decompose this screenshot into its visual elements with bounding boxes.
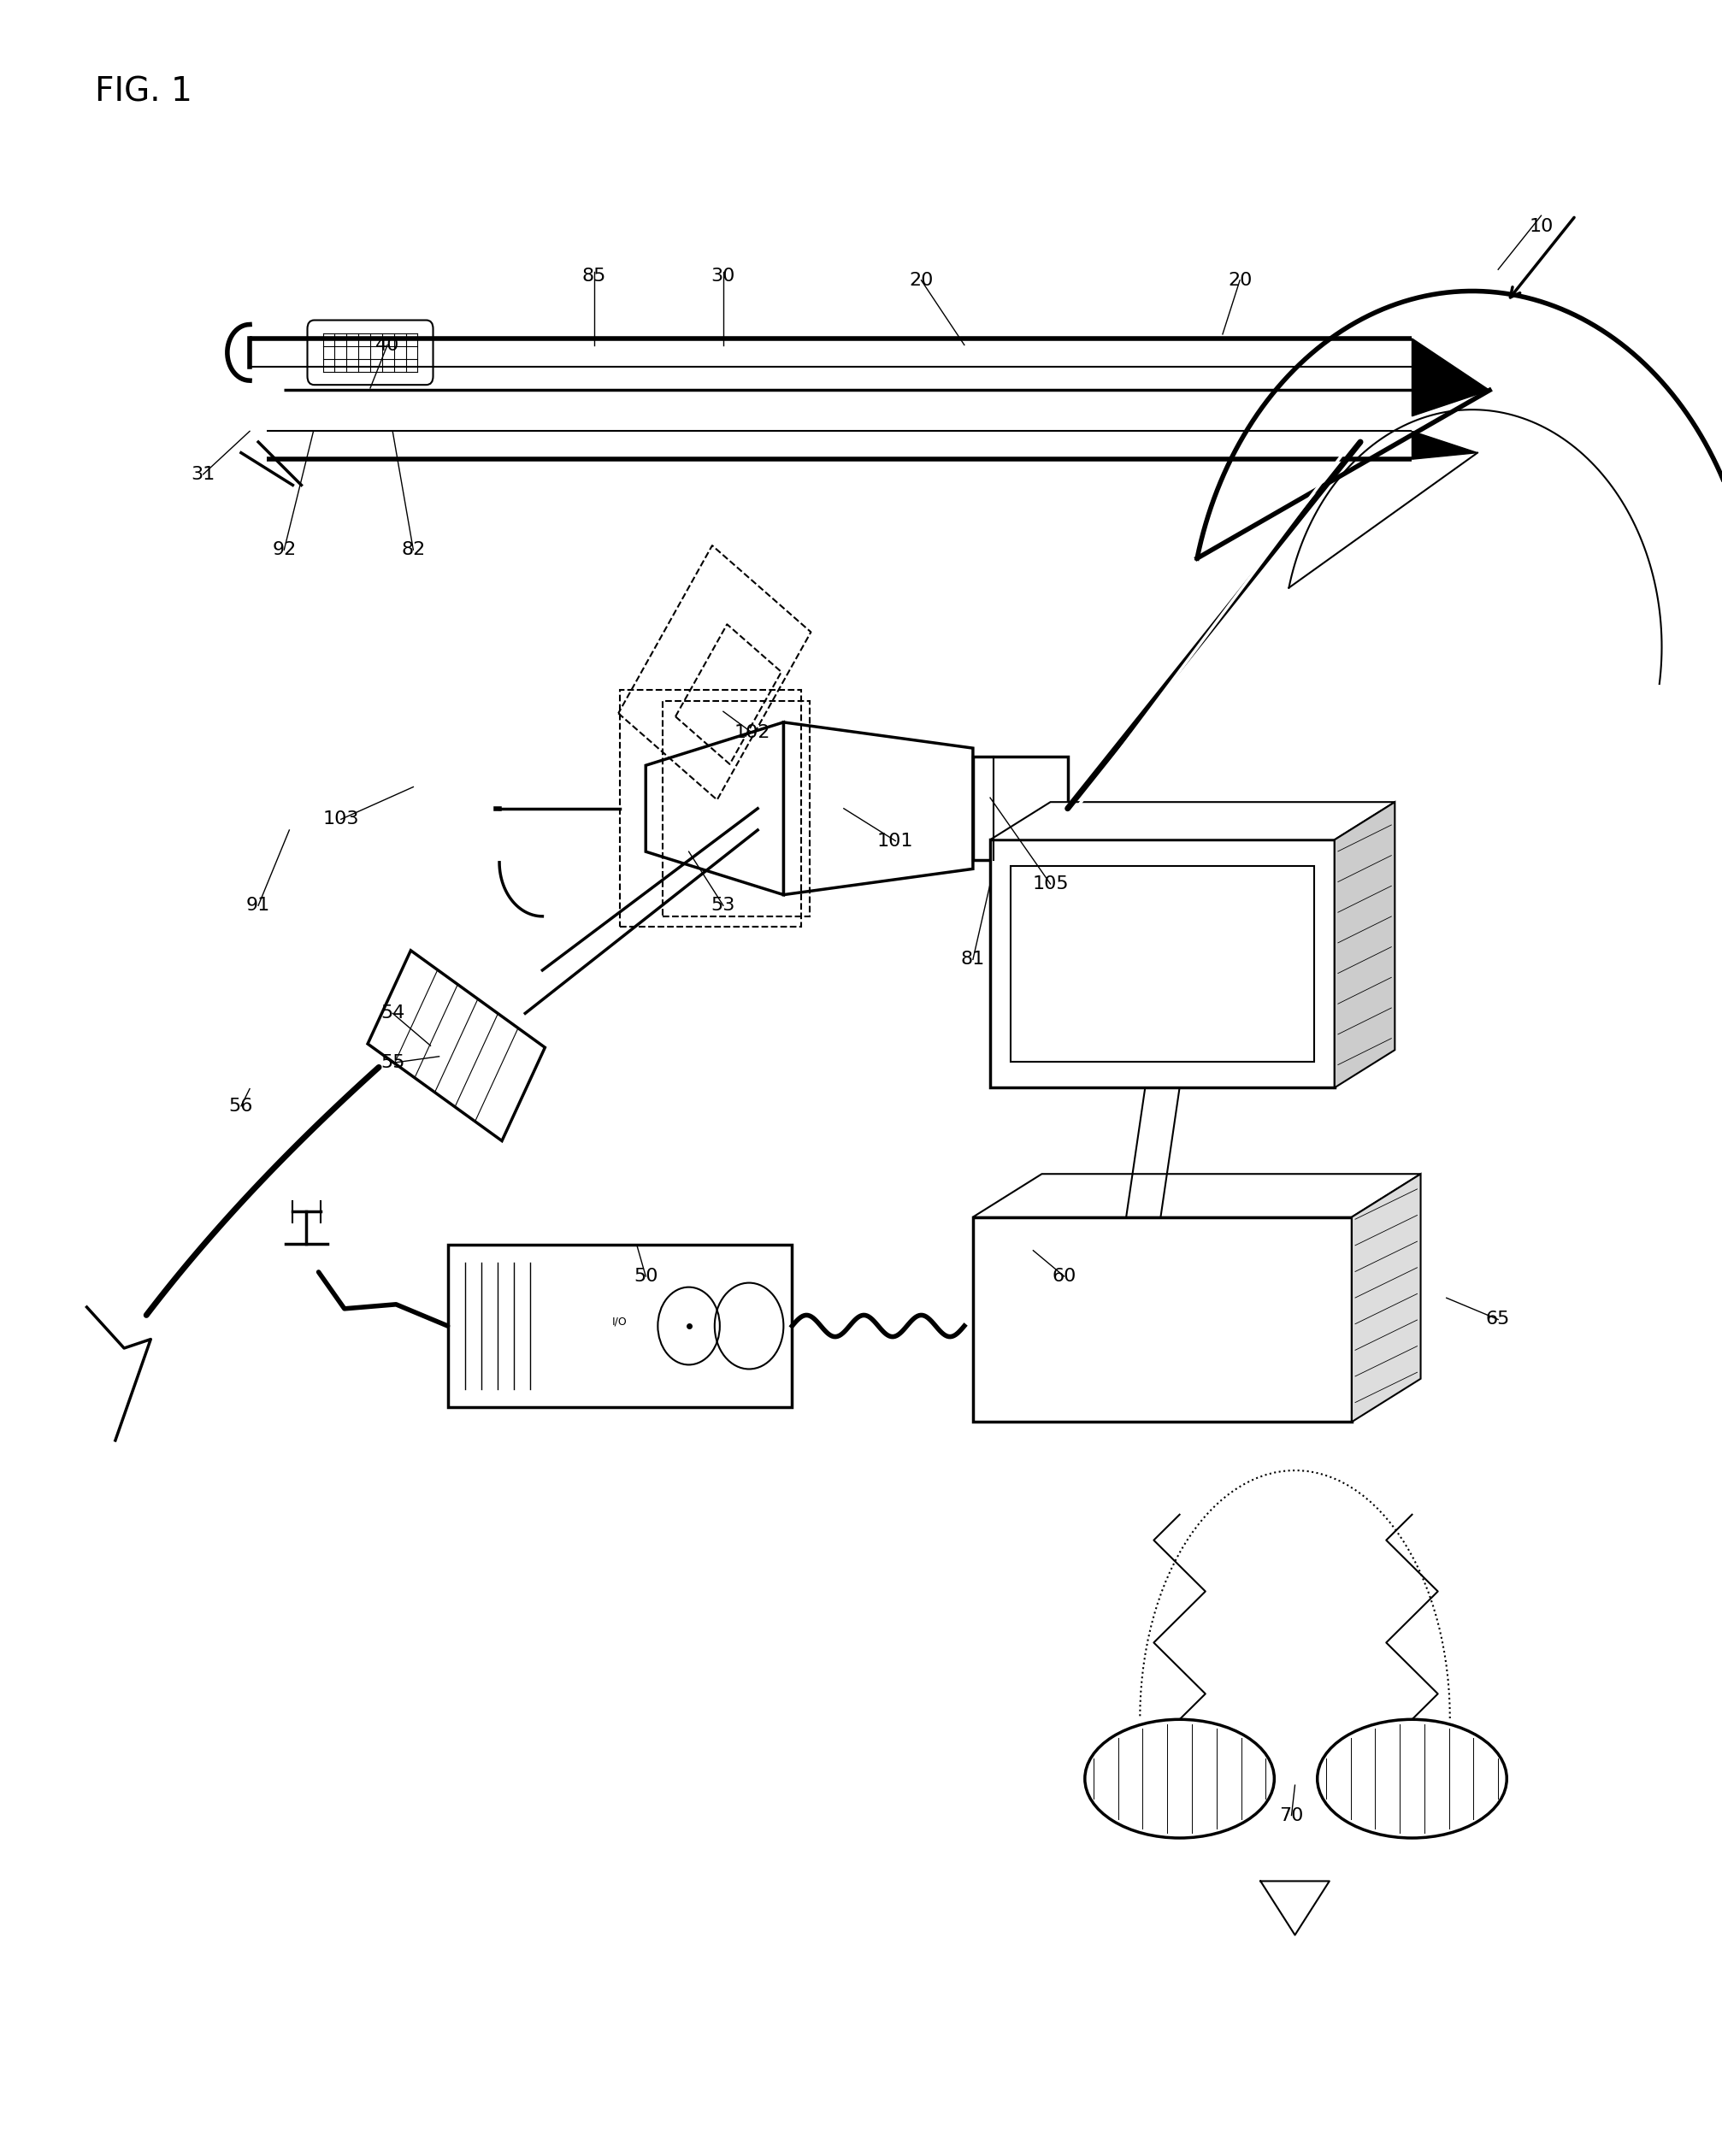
Text: 92: 92 [272,541,296,558]
Text: 103: 103 [322,811,360,828]
Text: 56: 56 [229,1097,253,1115]
Polygon shape [990,802,1395,839]
Polygon shape [1412,338,1490,416]
Ellipse shape [1317,1720,1507,1837]
Text: 30: 30 [711,267,735,285]
Text: 54: 54 [381,1005,405,1022]
Bar [620,690,801,927]
Text: 105: 105 [1031,875,1069,893]
FancyBboxPatch shape [307,321,434,386]
Text: 85: 85 [582,267,606,285]
Text: 60: 60 [1052,1268,1076,1285]
Polygon shape [973,1173,1421,1216]
Text: 102: 102 [734,724,771,742]
Polygon shape [1352,1173,1421,1423]
Text: 81: 81 [961,951,985,968]
Text: 53: 53 [711,897,735,914]
Text: 55: 55 [381,1054,405,1072]
Bar [990,839,1335,1087]
Text: 20: 20 [1228,272,1252,289]
Bar [663,701,809,916]
Polygon shape [784,722,973,895]
Text: 31: 31 [191,466,215,483]
Text: I/O: I/O [613,1315,627,1328]
Text: 40: 40 [375,336,400,354]
Ellipse shape [1085,1720,1274,1837]
Polygon shape [369,951,544,1141]
Bar [973,757,1068,860]
Bar [973,1216,1352,1423]
Polygon shape [646,722,784,895]
Polygon shape [1335,802,1395,1087]
Text: 101: 101 [876,832,914,849]
Text: 82: 82 [401,541,425,558]
Bar [448,1244,792,1406]
Text: 20: 20 [909,272,933,289]
Text: 70: 70 [1279,1807,1304,1824]
Bar [1011,867,1314,1063]
Text: 50: 50 [634,1268,658,1285]
Polygon shape [1412,431,1477,459]
Text: 10: 10 [1529,218,1553,235]
Text: FIG. 1: FIG. 1 [95,75,193,108]
Text: 91: 91 [246,897,270,914]
Text: 65: 65 [1486,1311,1510,1328]
